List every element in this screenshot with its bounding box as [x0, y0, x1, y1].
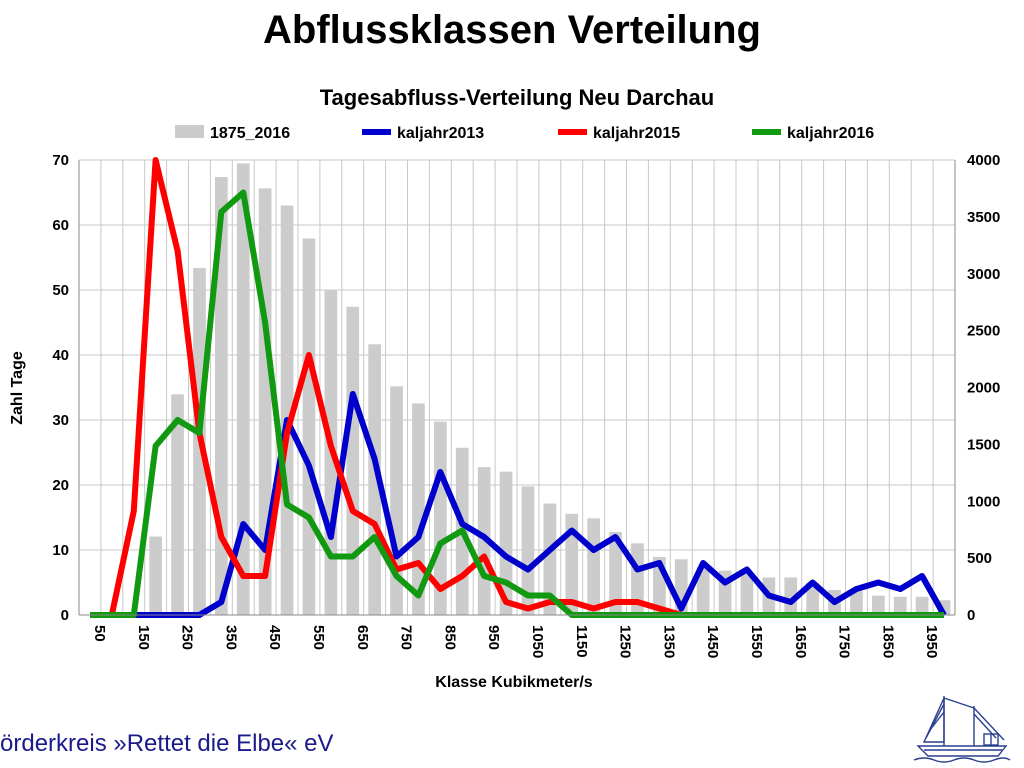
bar: [871, 595, 885, 615]
legend-label: kaljahr2013: [397, 125, 484, 142]
y2-tick-label: 1500: [967, 436, 1000, 453]
y-tick-label: 50: [52, 282, 69, 299]
x-tick-label: 850: [441, 625, 458, 650]
x-tick-label: 1350: [660, 625, 677, 658]
x-tick-label: 450: [266, 625, 283, 650]
x-tick-label: 350: [222, 625, 239, 650]
legend-item-kaljahr2016: kaljahr2016: [752, 125, 874, 142]
bar: [280, 205, 294, 615]
bar: [806, 583, 820, 615]
bar: [171, 394, 184, 615]
y2-tick-label: 500: [967, 550, 992, 567]
bar: [149, 536, 163, 615]
y2-tick-label: 3000: [967, 266, 1000, 283]
x-axis-label: Klasse Kubikmeter/s: [435, 674, 593, 691]
bar: [784, 577, 798, 615]
legend-label: kaljahr2015: [593, 125, 680, 142]
bar: [587, 518, 601, 615]
chart: Tagesabfluss-Verteilung Neu Darchau 1875…: [9, 85, 1000, 691]
bar: [236, 163, 250, 615]
footer-text: örderkreis »Rettet die Elbe« eV: [0, 730, 334, 757]
bar: [521, 486, 535, 615]
y-tick-label: 30: [52, 412, 69, 429]
bar: [543, 503, 557, 615]
y2-tick-label: 2500: [967, 323, 1000, 340]
legend-item-1875_2016: 1875_2016: [175, 125, 290, 142]
legend-swatch: [175, 125, 204, 138]
x-tick-label: 750: [398, 625, 415, 650]
series-line-kaljahr2013: [90, 391, 947, 618]
x-tick-label: 250: [179, 625, 196, 650]
x-tick-label: 1750: [836, 625, 853, 658]
legend-label: 1875_2016: [210, 125, 290, 142]
bar: [214, 177, 228, 615]
x-tick-label: 150: [135, 625, 152, 650]
y-tick-label: 0: [61, 607, 69, 624]
x-tick-label: 1450: [704, 625, 721, 658]
y-tick-label: 70: [52, 152, 69, 169]
bar: [893, 596, 907, 615]
bar: [740, 572, 754, 615]
x-tick-label: 1250: [617, 625, 634, 658]
bar: [565, 513, 579, 615]
x-tick-label: 1850: [879, 625, 896, 658]
y2-tick-label: 1000: [967, 493, 1000, 510]
x-tick-label: 950: [485, 625, 502, 650]
x-tick-label: 1050: [529, 625, 546, 658]
slide-title: Abflussklassen Verteilung: [263, 8, 761, 52]
x-tick-label: 50: [91, 625, 108, 642]
y-tick-label: 20: [52, 477, 69, 494]
y-tick-label: 40: [52, 347, 69, 364]
y-tick-label: 10: [52, 542, 69, 559]
bar: [302, 238, 316, 616]
chart-grid: [78, 159, 956, 616]
x-tick-label: 1550: [748, 625, 765, 658]
bar: [433, 421, 447, 615]
y-axis-ticks: 0 10 20 30 40 50 60 70: [52, 152, 69, 624]
chart-axes: [78, 160, 956, 616]
x-tick-label: 1650: [792, 625, 809, 658]
y-tick-label: 60: [52, 217, 69, 234]
x-tick-label: 650: [354, 625, 371, 650]
chart-legend: 1875_2016 kaljahr2013 kaljahr2015 kaljahr20…: [175, 125, 874, 142]
y2-tick-label: 0: [967, 607, 975, 624]
x-tick-label: 550: [310, 625, 327, 650]
bar: [696, 567, 710, 615]
bar: [915, 596, 929, 615]
x-axis-ticks: 50 150 250 350 450 550 650 750 850 950 1050 1150 125…: [91, 625, 940, 658]
legend-item-kaljahr2013: kaljahr2013: [362, 125, 484, 142]
x-tick-label: 1150: [573, 625, 590, 658]
bar: [850, 591, 863, 615]
y2-axis-ticks: 0 500 1000 1500 2000 2500 3000 3500 4000: [967, 152, 1000, 624]
legend-item-kaljahr2015: kaljahr2015: [558, 125, 680, 142]
y2-tick-label: 2000: [967, 380, 1000, 397]
legend-label: kaljahr2016: [787, 125, 874, 142]
ship-logo-icon: [913, 696, 1011, 763]
y2-tick-label: 3500: [967, 209, 1000, 226]
bar: [346, 306, 360, 615]
y2-tick-label: 4000: [967, 152, 1000, 169]
y-axis-label: Zahl Tage: [9, 351, 26, 425]
chart-title: Tagesabfluss-Verteilung Neu Darchau: [320, 85, 714, 110]
x-tick-label: 1950: [923, 625, 940, 658]
bar: [609, 531, 622, 615]
